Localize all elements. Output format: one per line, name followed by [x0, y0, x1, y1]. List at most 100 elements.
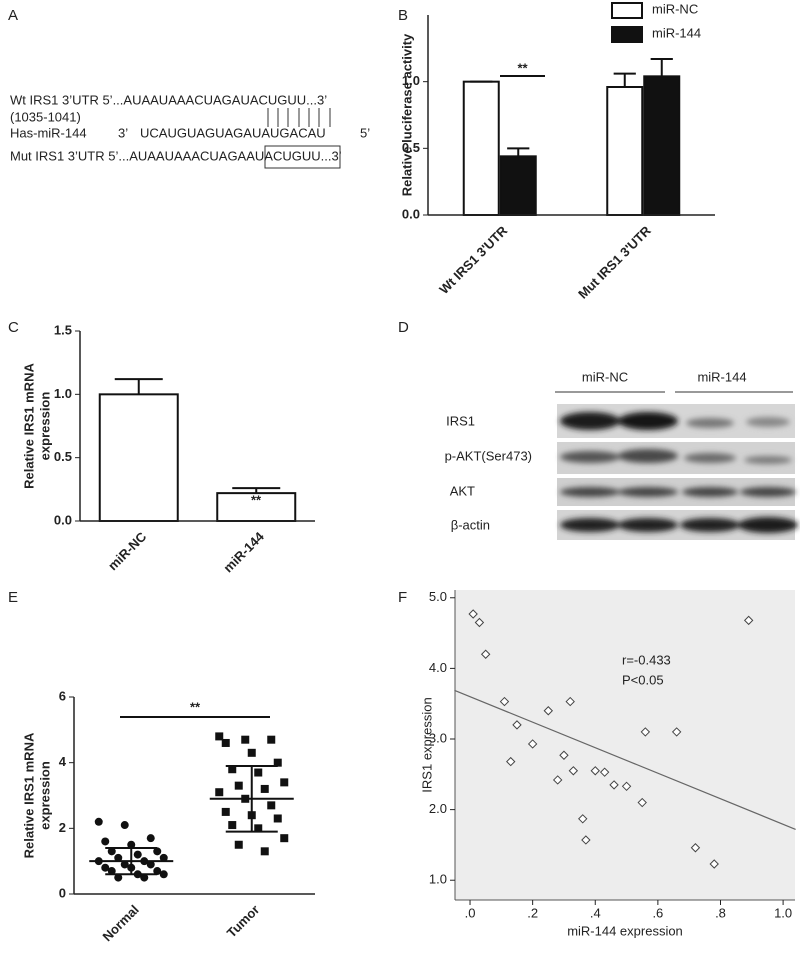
- point: [568, 766, 579, 776]
- y-tick-label: 5.0: [429, 589, 447, 604]
- point: [247, 748, 256, 757]
- point: [609, 780, 619, 790]
- blot: [557, 404, 798, 540]
- legend-swatch: [611, 26, 643, 43]
- point: [474, 617, 485, 628]
- bar: [606, 86, 644, 216]
- x-tick-label: miR-144: [220, 528, 267, 575]
- blot-row: β-actin: [451, 517, 490, 532]
- point: [159, 853, 168, 862]
- y-tick-label: 0.5: [54, 449, 72, 464]
- point: [743, 615, 754, 626]
- blot-row: IRS1: [446, 413, 475, 428]
- x-tick-label: .4: [590, 905, 601, 920]
- y-tick-label: 0: [59, 885, 66, 900]
- point: [133, 850, 142, 859]
- point: [101, 863, 110, 872]
- point: [499, 696, 510, 707]
- panel-label: F: [398, 589, 407, 606]
- y-tick-label: 4.0: [429, 660, 447, 675]
- point: [153, 847, 162, 856]
- point: [559, 750, 569, 760]
- blot-group: miR-144: [697, 369, 746, 384]
- x-axis-title: miR-144 expression: [567, 923, 683, 938]
- point: [280, 834, 289, 843]
- base-pairing: [267, 108, 331, 127]
- bar: [98, 393, 179, 523]
- y-axis-title: Relative luciferase activity: [399, 33, 414, 196]
- point: [690, 843, 701, 853]
- point: [228, 765, 237, 774]
- y-tick-label: 2.0: [429, 801, 447, 816]
- y-axis-title: Relative IRS1 mRNA: [21, 732, 36, 858]
- panel-label: E: [8, 589, 18, 606]
- y-tick-label: 3.0: [429, 730, 447, 745]
- point: [565, 696, 575, 707]
- legend-label: miR-NC: [652, 1, 698, 16]
- point: [114, 873, 123, 882]
- point: [671, 727, 682, 737]
- sequence: Wt IRS1 3’UTR 5’...AUAAUAAACUAGAUACUGUU.…: [10, 92, 327, 107]
- point: [146, 860, 155, 869]
- sequence-position: (1035-1041): [10, 109, 81, 124]
- y-tick-label: 1.0: [402, 73, 420, 88]
- fit-line: [454, 689, 796, 830]
- point: [107, 847, 116, 856]
- point: [552, 775, 563, 785]
- significance: **: [517, 60, 528, 75]
- mutation-box: [264, 145, 341, 169]
- y-axis-title: expression: [37, 392, 52, 461]
- bar: [462, 80, 500, 216]
- point: [146, 834, 155, 843]
- point: [127, 840, 136, 849]
- y-tick-label: 1.5: [54, 322, 72, 337]
- significance: **: [251, 492, 262, 507]
- annotation: P<0.05: [622, 672, 664, 687]
- blot-group: miR-NC: [582, 369, 628, 384]
- point: [590, 766, 600, 776]
- point: [480, 649, 491, 659]
- mirna-sequence: UCAUGUAGUAGAUAUGACAU: [140, 125, 326, 140]
- point: [94, 817, 103, 826]
- point: [153, 867, 162, 876]
- point: [120, 860, 129, 869]
- x-tick-label: .2: [527, 905, 538, 920]
- significance: **: [190, 699, 201, 714]
- point: [241, 735, 250, 744]
- point: [114, 853, 123, 862]
- point: [215, 788, 224, 797]
- point: [637, 797, 647, 808]
- y-axis-title: Relative IRS1 mRNA: [21, 363, 36, 489]
- x-tick-label: miR-NC: [105, 529, 150, 574]
- point: [267, 735, 276, 744]
- sequence: Mut IRS1 3’UTR 5’...AUAAUAAACUAGAAUACUGU…: [10, 148, 342, 163]
- y-tick-label: 0.5: [402, 140, 420, 155]
- point: [120, 821, 129, 830]
- mirna-end: 5’: [360, 125, 370, 140]
- point: [273, 814, 282, 823]
- x-tick-label: .6: [652, 905, 663, 920]
- bar: [643, 75, 681, 217]
- point: [621, 781, 632, 792]
- point: [599, 767, 610, 777]
- x-tick-label: Tumor: [224, 902, 263, 941]
- y-tick-label: 4: [59, 754, 67, 769]
- blot-row: p-AKT(Ser473): [445, 448, 532, 463]
- point: [260, 784, 269, 793]
- point: [280, 778, 289, 787]
- point: [215, 732, 224, 741]
- point: [101, 837, 110, 846]
- plot-area: [455, 590, 795, 900]
- x-tick-label: Wt IRS1 3'UTR: [436, 223, 511, 298]
- point: [640, 727, 651, 737]
- point: [107, 867, 116, 876]
- point: [254, 824, 263, 833]
- bar: [499, 155, 537, 216]
- y-axis-title: expression: [37, 761, 52, 830]
- point: [273, 758, 282, 767]
- point: [468, 609, 478, 619]
- point: [506, 756, 516, 767]
- x-tick-label: Mut IRS1 3'UTR: [575, 223, 654, 302]
- y-tick-label: 0.0: [54, 512, 72, 527]
